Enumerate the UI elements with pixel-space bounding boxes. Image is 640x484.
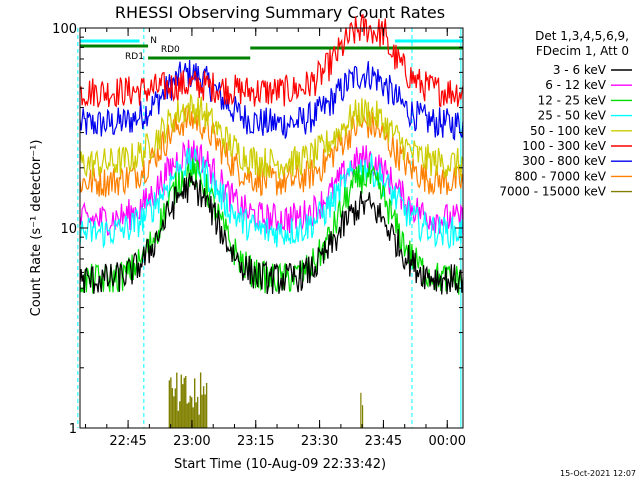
x-tick-label: 22:45 (109, 434, 146, 449)
series-line-5 (79, 14, 464, 108)
attenuator-label-rd1: RD1 (125, 52, 144, 62)
footer-date: 15-Oct-2021 12:07 (560, 469, 636, 478)
attenuator-label-rd0: RD0 (161, 45, 180, 55)
x-tick-label: 00:00 (429, 434, 466, 449)
x-tick-label: 23:15 (237, 434, 274, 449)
chart-title: RHESSI Observing Summary Count Rates (115, 3, 445, 22)
x-axis-label: Start Time (10-Aug-09 22:33:42) (174, 457, 386, 472)
y-tick-label: 100 (52, 22, 77, 37)
legend-label: 3 - 6 keV (553, 63, 607, 77)
x-tick-label: 23:45 (365, 434, 402, 449)
legend-header: Det 1,3,4,5,6,9, (535, 29, 629, 43)
legend-label: 50 - 100 keV (530, 124, 607, 138)
legend: Det 1,3,4,5,6,9,FDecim 1, Att 0 3 - 6 keV… (499, 29, 632, 199)
legend-label: 800 - 7000 keV (515, 169, 607, 183)
plot-area: RD1 RD0 N 1 10 100 22:45 23:00 23:15 23:30 23:45 00… (52, 14, 466, 449)
night-label: N (150, 36, 157, 46)
series-line-3 (79, 148, 464, 250)
legend-label: 300 - 800 keV (522, 154, 606, 168)
series-line-6 (79, 59, 464, 141)
series-line-4 (79, 94, 464, 179)
legend-label: 25 - 50 keV (538, 109, 607, 123)
series-line-0 (79, 172, 464, 295)
y-tick-label: 10 (60, 222, 77, 237)
y-axis-label: Count Rate (s⁻¹ detector⁻¹) (29, 140, 44, 317)
legend-label: 7000 - 15000 keV (499, 185, 606, 199)
y-tick-label: 1 (69, 422, 77, 437)
legend-label: 100 - 300 keV (522, 139, 606, 153)
x-tick-label: 23:30 (301, 434, 338, 449)
x-tick-label: 23:00 (173, 434, 210, 449)
legend-label: 6 - 12 keV (545, 78, 607, 92)
legend-header: FDecim 1, Att 0 (536, 44, 629, 58)
legend-label: 12 - 25 keV (538, 93, 607, 107)
series-line-7 (79, 104, 464, 198)
